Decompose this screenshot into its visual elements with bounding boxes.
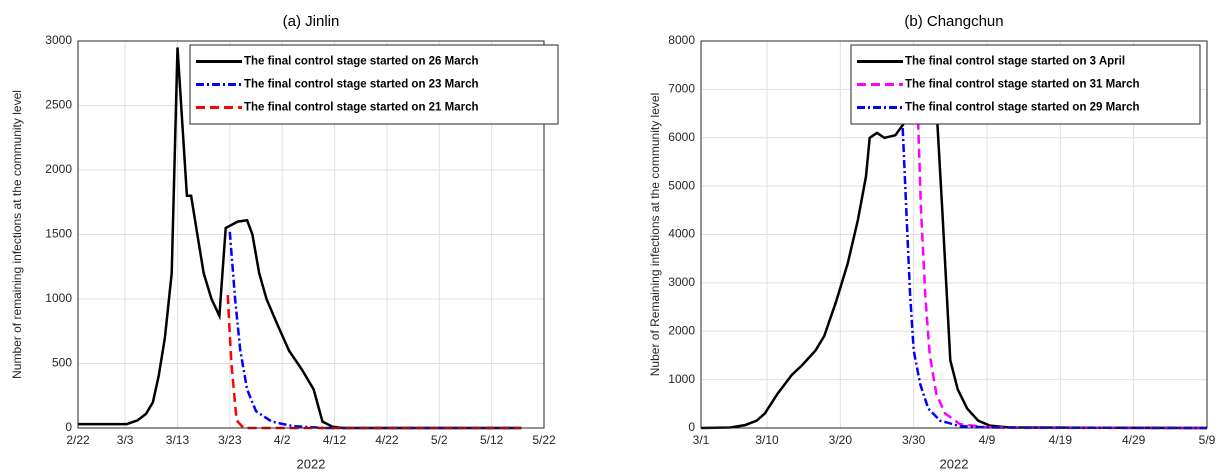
legend-label: The final control stage started on 29 Ma… <box>905 102 1140 114</box>
y-tick-label: 3000 <box>668 275 695 289</box>
chart-title: (b) Changchun <box>904 13 1003 30</box>
series-line <box>901 128 1208 430</box>
series-line <box>228 231 518 430</box>
x-tick-label: 5/12 <box>480 433 504 447</box>
y-axis-label: Nuber of Remaining infections at the com… <box>648 93 662 376</box>
y-tick-label: 4000 <box>668 227 695 241</box>
legend-box <box>850 44 1201 125</box>
x-tick-label: 4/2 <box>274 433 291 447</box>
x-tick-label: 2/22 <box>66 433 90 447</box>
y-tick-label: 2500 <box>45 98 72 112</box>
series-line <box>78 47 522 430</box>
x-tick-label: 5/22 <box>532 433 556 447</box>
y-tick-label: 1000 <box>45 291 72 305</box>
x-tick-label: 5/2 <box>431 433 448 447</box>
x-tick-label: 3/1 <box>693 433 710 447</box>
x-tick-label: 4/12 <box>323 433 347 447</box>
y-tick-label: 0 <box>65 420 72 434</box>
y-tick-label: 5000 <box>668 178 695 192</box>
legend-label: The final control stage started on 23 Ma… <box>244 79 479 91</box>
y-tick-label: 500 <box>52 356 72 370</box>
x-tick-label: 3/3 <box>117 433 134 447</box>
y-axis-label: Number of remaining infections at the co… <box>10 90 24 379</box>
y-tick-label: 6000 <box>668 130 695 144</box>
legend-label: The final control stage started on 21 Ma… <box>244 102 479 114</box>
y-tick-label: 2000 <box>668 323 695 337</box>
x-axis-label: 2022 <box>940 456 969 471</box>
legend-box <box>189 44 559 125</box>
x-axis-label: 2022 <box>297 456 326 471</box>
y-tick-label: 1500 <box>45 227 72 241</box>
y-tick-label: 7000 <box>668 82 695 96</box>
legend-label: The final control stage started on 3 Apr… <box>905 56 1125 68</box>
x-tick-label: 3/20 <box>829 433 853 447</box>
y-tick-label: 0 <box>688 420 695 434</box>
x-tick-label: 4/29 <box>1122 433 1146 447</box>
legend-label: The final control stage started on 26 Ma… <box>244 56 479 68</box>
x-tick-label: 4/22 <box>375 433 399 447</box>
x-tick-label: 3/23 <box>218 433 242 447</box>
x-tick-label: 5/9 <box>1199 433 1216 447</box>
x-tick-label: 3/10 <box>755 433 779 447</box>
legend-label: The final control stage started on 31 Ma… <box>905 79 1140 91</box>
y-tick-label: 3000 <box>45 33 72 47</box>
chart-title: (a) Jinlin <box>283 13 340 30</box>
axes-frame <box>700 40 1208 429</box>
x-tick-label: 3/30 <box>902 433 926 447</box>
y-tick-label: 1000 <box>668 372 695 386</box>
y-tick-label: 2000 <box>45 162 72 176</box>
x-tick-label: 3/13 <box>166 433 190 447</box>
series-line <box>700 117 1208 430</box>
x-tick-label: 4/19 <box>1049 433 1073 447</box>
axes-frame <box>77 40 545 429</box>
y-tick-label: 8000 <box>668 33 695 47</box>
x-tick-label: 4/9 <box>979 433 996 447</box>
